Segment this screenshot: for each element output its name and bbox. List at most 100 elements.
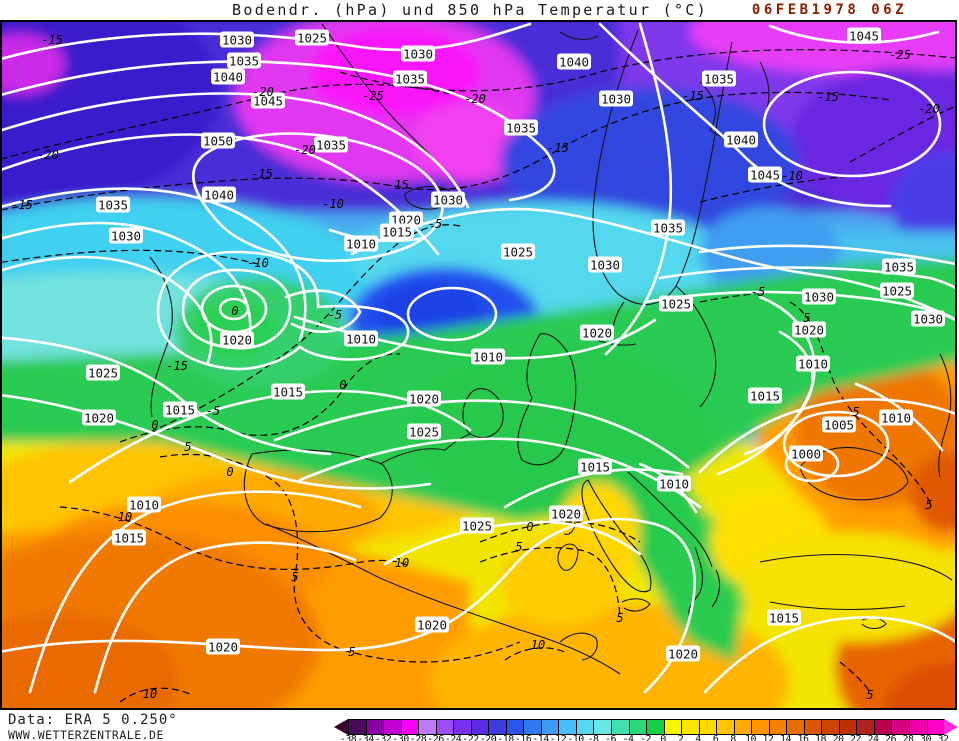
temperature-label: -15 — [547, 141, 569, 155]
isobar — [698, 244, 955, 266]
pressure-label: 1010 — [344, 235, 378, 252]
temperature-label: -10 — [322, 197, 344, 211]
isobar — [2, 394, 432, 490]
colorbar-tick-label: 20 — [832, 734, 844, 741]
colorbar-tick-label: 8 — [730, 734, 736, 741]
svg-text:1020: 1020 — [208, 640, 238, 655]
temp-zone — [795, 357, 955, 507]
temperature-label: -5 — [751, 285, 765, 299]
pressure-label: 1040 — [724, 131, 758, 148]
colorbar-tick-label: 10 — [744, 734, 757, 741]
colorbar-tick-label: 28 — [902, 734, 914, 741]
map-frame: 1030 1035 1040 1045 1050 1040 1035 1030 1025 1030… — [0, 20, 957, 710]
svg-text:1050: 1050 — [203, 134, 233, 149]
pressure-label: 1025 — [460, 517, 494, 534]
isobar — [156, 250, 410, 371]
pressure-label: 1035 — [504, 119, 538, 136]
temperature-label: -15 — [41, 33, 63, 47]
colorbar-tick-label: -16 — [514, 734, 532, 741]
temperature-label: -20 — [464, 92, 486, 106]
svg-text:1045: 1045 — [849, 29, 879, 44]
colorbar-tick-label: 30 — [919, 734, 932, 741]
svg-text:1045: 1045 — [253, 94, 283, 109]
temperature-label: -15 — [11, 198, 33, 212]
colorbar-cell — [769, 720, 788, 734]
temperature-label: -15 — [251, 167, 273, 181]
colorbar-cell — [506, 720, 525, 734]
pressure-label: 1015 — [380, 223, 414, 240]
temperature-label: 5 — [348, 645, 355, 659]
isobar — [2, 255, 213, 364]
pressure-label: 1030 — [109, 227, 143, 244]
colorbar-cell — [384, 720, 402, 734]
map-title: Bodendr. (hPa) und 850 hPa Temperatur (°… — [232, 1, 708, 19]
pressure-label: 1020 — [415, 616, 449, 633]
svg-text:1035: 1035 — [316, 138, 346, 153]
pressure-label: 1035 — [227, 52, 261, 69]
data-source-text: Data: ERA 5 0.250° — [8, 712, 178, 728]
svg-text:1040: 1040 — [559, 55, 589, 70]
svg-text:1040: 1040 — [213, 70, 243, 85]
pressure-label: 1020 — [580, 324, 614, 341]
isobar — [93, 541, 357, 694]
pressure-label: 1035 — [314, 136, 348, 153]
temp-zone — [910, 452, 955, 532]
temperature-label: 5 — [925, 498, 932, 512]
temp-contour — [479, 521, 641, 543]
coastline — [621, 598, 651, 612]
temperature-label: 5 — [616, 611, 623, 625]
pressure-label: 1010 — [344, 330, 378, 347]
pressure-label: 1020 — [792, 321, 826, 338]
pressure-label: 1025 — [659, 295, 693, 312]
colorbar-tick-label: -6 — [604, 734, 617, 741]
pressure-label: 1035 — [96, 196, 130, 213]
coastline — [627, 471, 721, 618]
colorbar-left-arrow-icon — [334, 719, 348, 735]
pressure-label: 1020 — [407, 390, 441, 407]
colorbar-tick-label: -30 — [392, 734, 409, 741]
colorbar-tick-label: -2 — [639, 734, 652, 741]
pressure-label: 1045 — [748, 166, 782, 183]
colorbar-tick-label: -4 — [622, 734, 634, 741]
pressure-label: 1040 — [557, 53, 591, 70]
coastline — [379, 433, 471, 465]
svg-text:1015: 1015 — [750, 389, 780, 404]
svg-text:1010: 1010 — [659, 477, 689, 492]
pressure-label: 1015 — [578, 458, 612, 475]
temperature-label: 5 — [291, 570, 298, 584]
pressure-label: 1030 — [911, 310, 945, 327]
svg-text:1035: 1035 — [704, 72, 734, 87]
temperature-label: -25 — [889, 48, 911, 62]
svg-text:1020: 1020 — [551, 507, 581, 522]
pressure-label: 1025 — [501, 243, 535, 260]
pressure-label: 1025 — [295, 29, 329, 46]
colorbar-tick-label: -26 — [427, 734, 444, 741]
isobar — [192, 132, 444, 263]
temperature-label: 5 — [866, 688, 873, 702]
pressure-label: 1030 — [599, 90, 633, 107]
isobar — [658, 266, 955, 289]
pressure-label: 1000 — [789, 445, 823, 462]
pressure-label: 1015 — [748, 387, 782, 404]
colorbar-cell — [349, 720, 367, 734]
colorbar-cell — [629, 720, 648, 734]
pressure-label: 1040 — [202, 186, 236, 203]
isobar — [406, 286, 498, 342]
pressure-label: 1035 — [651, 219, 685, 236]
pressure-label: 1035 — [882, 258, 916, 275]
svg-text:1010: 1010 — [473, 350, 503, 365]
coastline — [759, 553, 953, 611]
colorbar-cell — [436, 720, 455, 734]
colorbar-tick-label: -22 — [462, 734, 479, 741]
footer: Data: ERA 5 0.250° WWW.WETTERZENTRALE.DE… — [0, 710, 959, 741]
pressure-label: 1030 — [802, 288, 836, 305]
svg-text:1035: 1035 — [653, 221, 683, 236]
isobar — [782, 410, 890, 478]
colorbar-cell — [664, 720, 683, 734]
temperature-label: -15 — [387, 178, 409, 192]
colorbar-labels: -38 -34 -32 -30 -28 -26 -24 -22 -20 -18 -16 -14 -12-… — [340, 734, 949, 741]
svg-text:1020: 1020 — [417, 618, 447, 633]
colorbar-tick-label: -32 — [374, 734, 392, 741]
svg-text:1035: 1035 — [506, 121, 536, 136]
colorbar-cell — [874, 720, 893, 734]
